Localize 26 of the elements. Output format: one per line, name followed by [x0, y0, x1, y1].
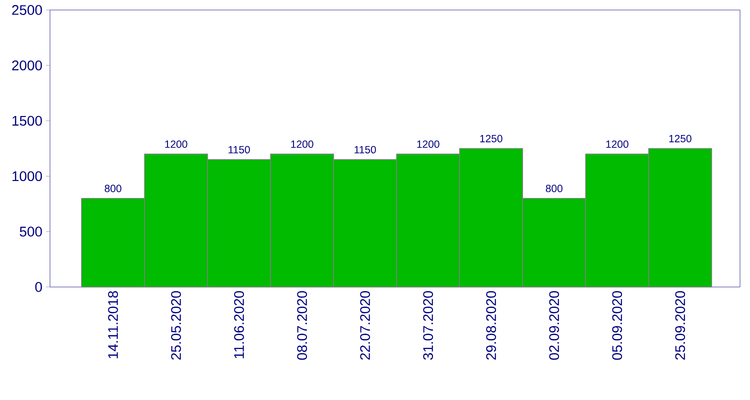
y-tick-label: 0	[35, 282, 42, 292]
x-tick-label: 08.07.2020	[297, 291, 308, 360]
data-label: 1200	[165, 140, 188, 148]
data-label: 1200	[417, 140, 440, 148]
y-tick-label: 2500	[12, 5, 42, 15]
data-label: 1200	[291, 140, 314, 148]
y-tick-label: 500	[20, 226, 42, 237]
y-tick-label: 1500	[12, 116, 42, 126]
data-label: 1150	[354, 146, 376, 154]
x-tick-label: 11.06.2020	[234, 291, 244, 358]
data-label: 1150	[228, 146, 250, 154]
data-label: 800	[546, 184, 562, 192]
y-tick-label: 2000	[12, 60, 42, 70]
x-tick-label: 14.11.2018	[108, 291, 118, 358]
x-tick-label: 05.09.2020	[612, 291, 622, 360]
x-tick-label: 25.05.2020	[171, 291, 181, 360]
data-label: 1200	[606, 140, 628, 148]
y-tick-label: 1000	[12, 171, 42, 182]
x-tick-label: 31.07.2020	[423, 291, 434, 360]
data-label: 1250	[480, 134, 502, 142]
x-tick-label: 25.09.2020	[675, 291, 686, 360]
data-label: 800	[104, 184, 122, 192]
data-label: 1250	[669, 134, 692, 142]
x-tick-label: 22.07.2020	[360, 291, 370, 360]
x-tick-label: 29.08.2020	[486, 291, 496, 360]
x-tick-label: 02.09.2020	[549, 291, 560, 360]
